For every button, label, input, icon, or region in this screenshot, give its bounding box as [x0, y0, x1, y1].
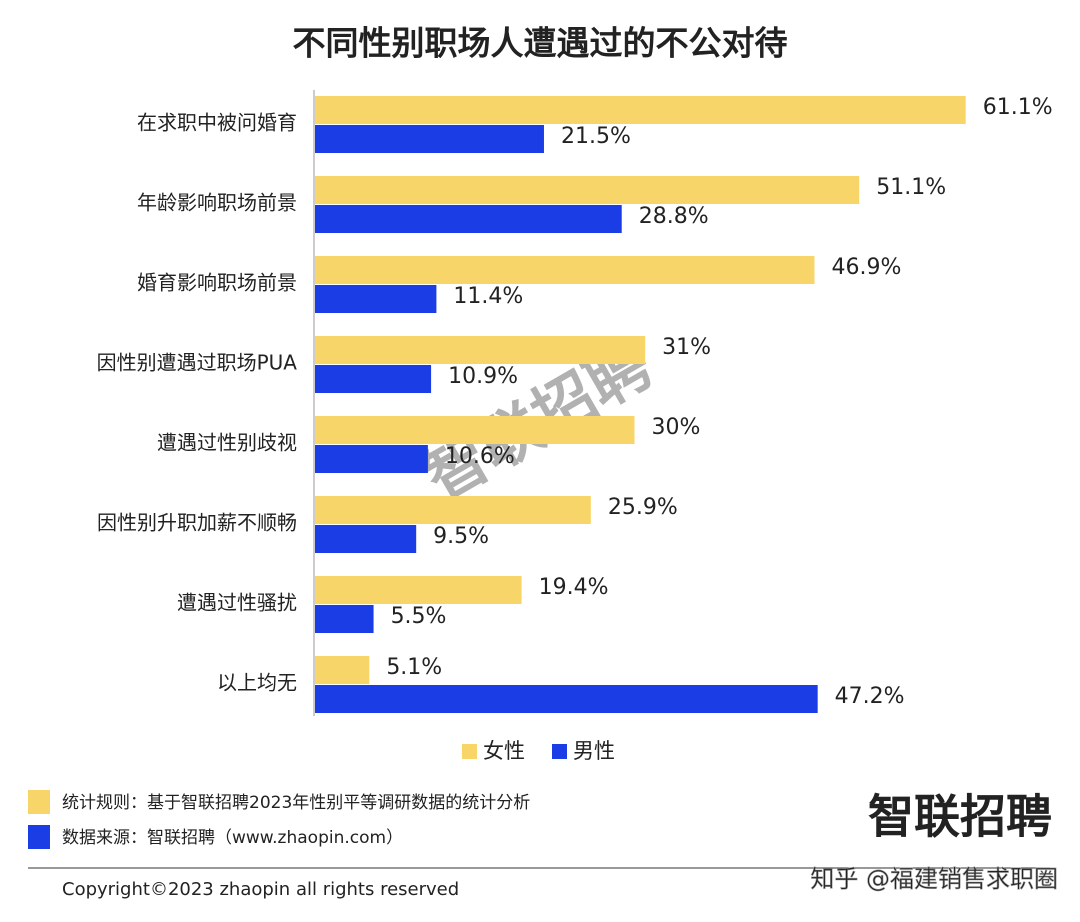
bar — [315, 336, 646, 364]
chart-title: 不同性别职场人遭遇过的不公对待 — [293, 24, 788, 63]
logo: 智联招聘 — [868, 790, 1052, 844]
value-label: 46.9% — [831, 255, 901, 280]
note-swatch — [28, 825, 50, 849]
note-swatch — [28, 790, 50, 814]
legend-label: 女性 — [483, 739, 525, 763]
bar — [315, 605, 374, 633]
legend-label: 男性 — [573, 739, 615, 763]
category-label: 因性别遭遇过职场PUA — [97, 351, 298, 375]
category-label: 因性别升职加薪不顺畅 — [97, 511, 297, 535]
bar — [315, 685, 818, 713]
value-label: 25.9% — [608, 495, 678, 520]
note: 统计规则：基于智联招聘2023年性别平等调研数据的统计分析 — [62, 793, 530, 813]
value-label: 10.6% — [445, 444, 515, 469]
legend-swatch — [552, 744, 567, 759]
bar — [315, 365, 432, 393]
bar — [315, 496, 591, 524]
value-label: 28.8% — [639, 204, 709, 229]
value-label: 31% — [662, 335, 711, 360]
value-label: 61.1% — [983, 95, 1053, 120]
value-label: 9.5% — [433, 524, 489, 549]
bar — [315, 176, 860, 204]
bar — [315, 96, 966, 124]
bar — [315, 256, 815, 284]
credit: 知乎 @福建销售求职圈 — [810, 865, 1058, 893]
bar — [315, 445, 428, 473]
bar — [315, 525, 417, 553]
category-label: 婚育影响职场前景 — [137, 271, 297, 295]
category-label: 遭遇过性别歧视 — [157, 431, 297, 455]
note: 数据来源：智联招聘（www.zhaopin.com） — [62, 828, 403, 848]
copyright: Copyright©2023 zhaopin all rights reserv… — [62, 879, 459, 900]
category-label: 以上均无 — [217, 671, 297, 695]
value-label: 21.5% — [561, 124, 631, 149]
bar — [315, 576, 522, 604]
value-label: 51.1% — [876, 175, 946, 200]
bar — [315, 125, 544, 153]
category-label: 年龄影响职场前景 — [137, 191, 297, 215]
category-label: 在求职中被问婚育 — [137, 111, 297, 135]
value-label: 5.5% — [391, 604, 447, 629]
bar — [315, 285, 437, 313]
bar — [315, 205, 622, 233]
value-label: 5.1% — [386, 655, 442, 680]
legend-swatch — [462, 744, 477, 759]
category-label: 遭遇过性骚扰 — [177, 591, 297, 615]
value-label: 19.4% — [539, 575, 609, 600]
value-label: 47.2% — [835, 684, 905, 709]
bar — [315, 416, 635, 444]
value-label: 30% — [652, 415, 701, 440]
bar — [315, 656, 370, 684]
value-label: 11.4% — [453, 284, 523, 309]
value-label: 10.9% — [448, 364, 518, 389]
